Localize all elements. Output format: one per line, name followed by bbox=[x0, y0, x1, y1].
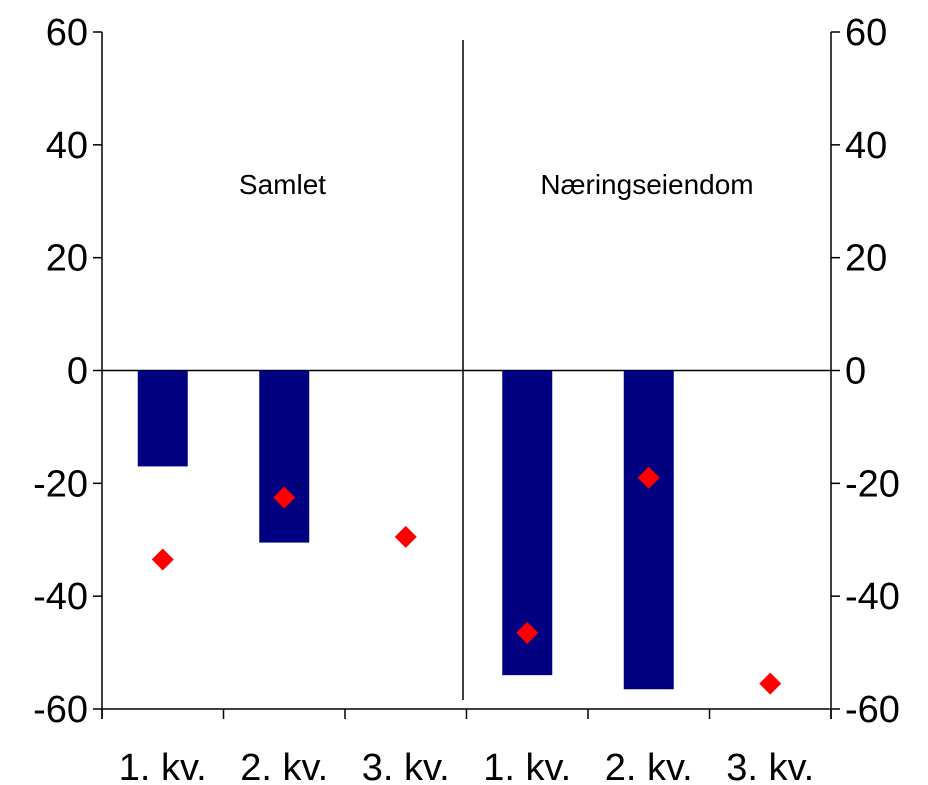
y-tick-label-right: 40 bbox=[845, 125, 887, 167]
diamond-marker bbox=[637, 466, 660, 489]
x-category-label: 3. kv. bbox=[726, 747, 814, 785]
diamond-marker bbox=[394, 525, 417, 548]
y-tick-label-left: -20 bbox=[33, 463, 88, 505]
y-tick-label-left: -60 bbox=[33, 689, 88, 731]
y-tick-label-right: 0 bbox=[845, 351, 866, 393]
x-axis: 1. kv. 2. kv. 3. kv. 1. kv. 2. kv. 3. kv. bbox=[101, 709, 832, 785]
y-tick-label-right: -40 bbox=[845, 576, 900, 618]
y-tick-label-left: 0 bbox=[67, 351, 88, 393]
panel-label: Samlet bbox=[239, 169, 326, 200]
y-tick-label-right: 60 bbox=[845, 12, 887, 54]
y-axis-right: 60 40 20 0 -20 -40 -60 bbox=[831, 12, 900, 731]
x-category-label: 2. kv. bbox=[605, 747, 693, 785]
bar bbox=[137, 370, 188, 467]
y-tick-label-left: 20 bbox=[46, 238, 88, 280]
y-axis-left: 60 40 20 0 -20 -40 -60 bbox=[33, 12, 102, 731]
panel-label: Næringseiendom bbox=[540, 169, 753, 200]
diamond-marker bbox=[759, 672, 782, 695]
bar bbox=[623, 370, 674, 690]
panel-labels: Samlet Næringseiendom bbox=[239, 169, 754, 200]
plot-frame bbox=[101, 32, 832, 719]
y-tick-label-left: -40 bbox=[33, 576, 88, 618]
y-tick-label-right: -60 bbox=[845, 689, 900, 731]
diamond-marker bbox=[516, 621, 539, 644]
marker-series bbox=[151, 466, 782, 695]
x-category-label: 2. kv. bbox=[240, 747, 328, 785]
y-tick-label-left: 40 bbox=[46, 125, 88, 167]
diamond-marker bbox=[273, 486, 296, 509]
y-tick-label-left: 60 bbox=[46, 12, 88, 54]
bar bbox=[259, 370, 310, 543]
y-tick-label-right: -20 bbox=[845, 463, 900, 505]
diamond-marker bbox=[151, 548, 174, 571]
x-category-label: 1. kv. bbox=[119, 747, 207, 785]
x-category-label: 1. kv. bbox=[483, 747, 571, 785]
y-tick-label-right: 20 bbox=[845, 238, 887, 280]
x-category-label: 3. kv. bbox=[362, 747, 450, 785]
